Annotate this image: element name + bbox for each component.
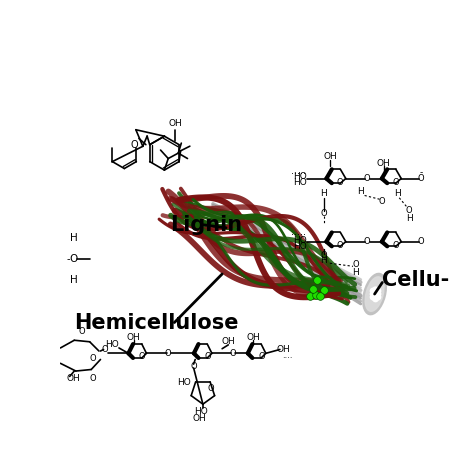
Text: OH: OH [323, 153, 337, 162]
Text: HO: HO [293, 236, 307, 245]
Text: HO: HO [293, 178, 307, 187]
Text: OH: OH [377, 159, 391, 168]
Circle shape [370, 292, 376, 297]
Text: O: O [379, 197, 386, 206]
Text: H: H [70, 233, 77, 243]
Text: H: H [406, 214, 413, 223]
Text: O: O [139, 352, 146, 361]
Text: O: O [320, 251, 327, 260]
Text: O: O [90, 374, 96, 383]
Circle shape [373, 296, 378, 301]
Text: HO: HO [293, 242, 307, 251]
Circle shape [373, 287, 378, 292]
Text: Lignin: Lignin [170, 215, 242, 235]
Text: O: O [337, 241, 343, 250]
Text: O: O [102, 345, 109, 354]
Text: H: H [357, 187, 364, 196]
Text: H: H [352, 268, 359, 277]
Ellipse shape [365, 277, 384, 311]
Text: Hemicellulose: Hemicellulose [74, 312, 239, 333]
Ellipse shape [363, 273, 386, 315]
Text: OH: OH [66, 374, 81, 383]
Text: OH: OH [246, 333, 260, 342]
Text: O: O [90, 354, 96, 363]
Text: OH: OH [221, 337, 235, 346]
Text: -O: -O [66, 254, 79, 264]
Text: .....: ..... [292, 228, 306, 237]
Text: O: O [406, 206, 412, 215]
Text: OH: OH [277, 345, 291, 354]
Text: HO: HO [178, 378, 191, 387]
Text: HO: HO [194, 407, 208, 416]
Text: O: O [229, 349, 236, 358]
Circle shape [375, 288, 381, 294]
Text: O: O [207, 384, 214, 393]
Text: ....: .... [283, 351, 293, 360]
Text: H: H [320, 255, 327, 264]
Text: O: O [79, 327, 85, 336]
Text: .....: ..... [292, 166, 306, 176]
Text: Cellu-: Cellu- [383, 270, 449, 290]
Circle shape [370, 288, 376, 294]
Text: O: O [191, 362, 197, 371]
Text: O: O [130, 140, 138, 150]
Text: O: O [337, 178, 343, 187]
Text: O: O [392, 241, 399, 250]
Text: OH: OH [168, 118, 182, 128]
Text: O: O [258, 352, 264, 361]
Text: HO: HO [105, 339, 119, 348]
Circle shape [370, 294, 376, 300]
Text: H: H [394, 190, 401, 199]
Text: O: O [418, 174, 424, 183]
Text: HO: HO [293, 172, 307, 181]
Text: H: H [320, 190, 327, 199]
Circle shape [373, 293, 378, 299]
Text: OH: OH [127, 333, 140, 342]
Text: O: O [165, 349, 172, 358]
Circle shape [375, 292, 381, 297]
Text: O: O [392, 178, 399, 187]
Text: -: - [419, 168, 422, 177]
Text: O: O [204, 352, 211, 361]
Text: H: H [70, 275, 77, 285]
Text: OH: OH [192, 413, 206, 422]
Text: O: O [364, 174, 370, 183]
Text: O: O [364, 237, 370, 246]
Circle shape [373, 290, 378, 295]
Text: O: O [418, 237, 424, 246]
Circle shape [375, 294, 381, 300]
Text: O: O [320, 209, 327, 218]
Text: O: O [352, 260, 359, 269]
